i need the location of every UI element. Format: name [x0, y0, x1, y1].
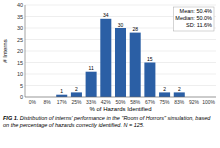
- caption-label: FIG 1.: [3, 115, 19, 121]
- x-tick-label: 33%: [86, 99, 97, 105]
- bar: [159, 92, 170, 97]
- caption: on the percentage of hazards correctly i…: [3, 122, 144, 128]
- stats-text: SD: 11.6%: [186, 22, 212, 28]
- data-label: 2: [163, 86, 166, 92]
- x-tick-label: 8%: [43, 99, 51, 105]
- grid-line: [25, 5, 216, 6]
- y-tick-label: 0: [20, 94, 23, 100]
- x-tick-label: 58%: [130, 99, 141, 105]
- y-tick-label: 30: [17, 25, 23, 31]
- caption-text: Distribution of interns' performance in …: [18, 115, 211, 121]
- chart: 0 5 10 15 20 25 30 35 40 1 2 11 34 30 28 15 2 2 0% 8% 17%25%…: [0, 0, 220, 148]
- bar: [56, 95, 67, 97]
- x-tick-label: 92%: [189, 99, 200, 105]
- data-label: 2: [178, 86, 181, 92]
- x-tick-label: 17%: [57, 99, 68, 105]
- x-tick-label: 42%: [101, 99, 112, 105]
- data-label: 1: [60, 88, 63, 94]
- stats-text: Median: 50.0%: [175, 15, 212, 21]
- data-label: 30: [118, 22, 124, 28]
- y-tick-label: 5: [20, 83, 23, 89]
- caption-text: on the percentage of hazards correctly i…: [3, 122, 144, 128]
- data-label: 34: [103, 12, 109, 18]
- bar: [100, 19, 111, 97]
- x-tick-label: 83%: [174, 99, 185, 105]
- bars: [56, 19, 185, 97]
- data-label: 15: [147, 56, 153, 62]
- bar: [71, 92, 82, 97]
- x-tick-label: 25%: [71, 99, 82, 105]
- x-tick-label: 75%: [160, 99, 171, 105]
- bar: [86, 72, 97, 97]
- y-axis-label: # Interns: [2, 39, 8, 62]
- bar: [174, 92, 185, 97]
- stats-box-frame: [173, 7, 214, 31]
- stats-text: Mean: 50.4%: [180, 8, 213, 14]
- bar: [144, 63, 155, 98]
- x-axis-label: % of Hazards Identified: [89, 106, 151, 112]
- y-tick-label: 20: [17, 48, 23, 54]
- data-label: 2: [75, 86, 78, 92]
- chart-container: 0 5 10 15 20 25 30 35 40 1 2 11 34 30 28 15 2 2 0% 8% 17%25%…: [0, 0, 220, 148]
- x-axis-line: [25, 97, 216, 98]
- x-tick-label: 100%: [202, 99, 215, 105]
- data-label: 28: [132, 26, 138, 32]
- stats-box: Mean: 50.4%Median: 50.0%SD: 11.6%: [173, 7, 214, 31]
- y-tick-label: 40: [17, 2, 23, 8]
- x-tick-label: 67%: [145, 99, 156, 105]
- y-tick-label: 10: [17, 71, 23, 77]
- bar: [130, 33, 141, 97]
- x-tick-label: 0%: [29, 99, 37, 105]
- data-label: 11: [89, 65, 94, 71]
- caption: FIG 1. Distribution of interns' performa…: [3, 115, 211, 121]
- bar: [115, 28, 126, 97]
- y-tick-label: 15: [17, 60, 23, 66]
- y-axis-line: [25, 5, 26, 97]
- y-tick-label: 25: [17, 37, 23, 43]
- x-tick-label: 50%: [115, 99, 126, 105]
- y-tick-label: 35: [17, 14, 23, 20]
